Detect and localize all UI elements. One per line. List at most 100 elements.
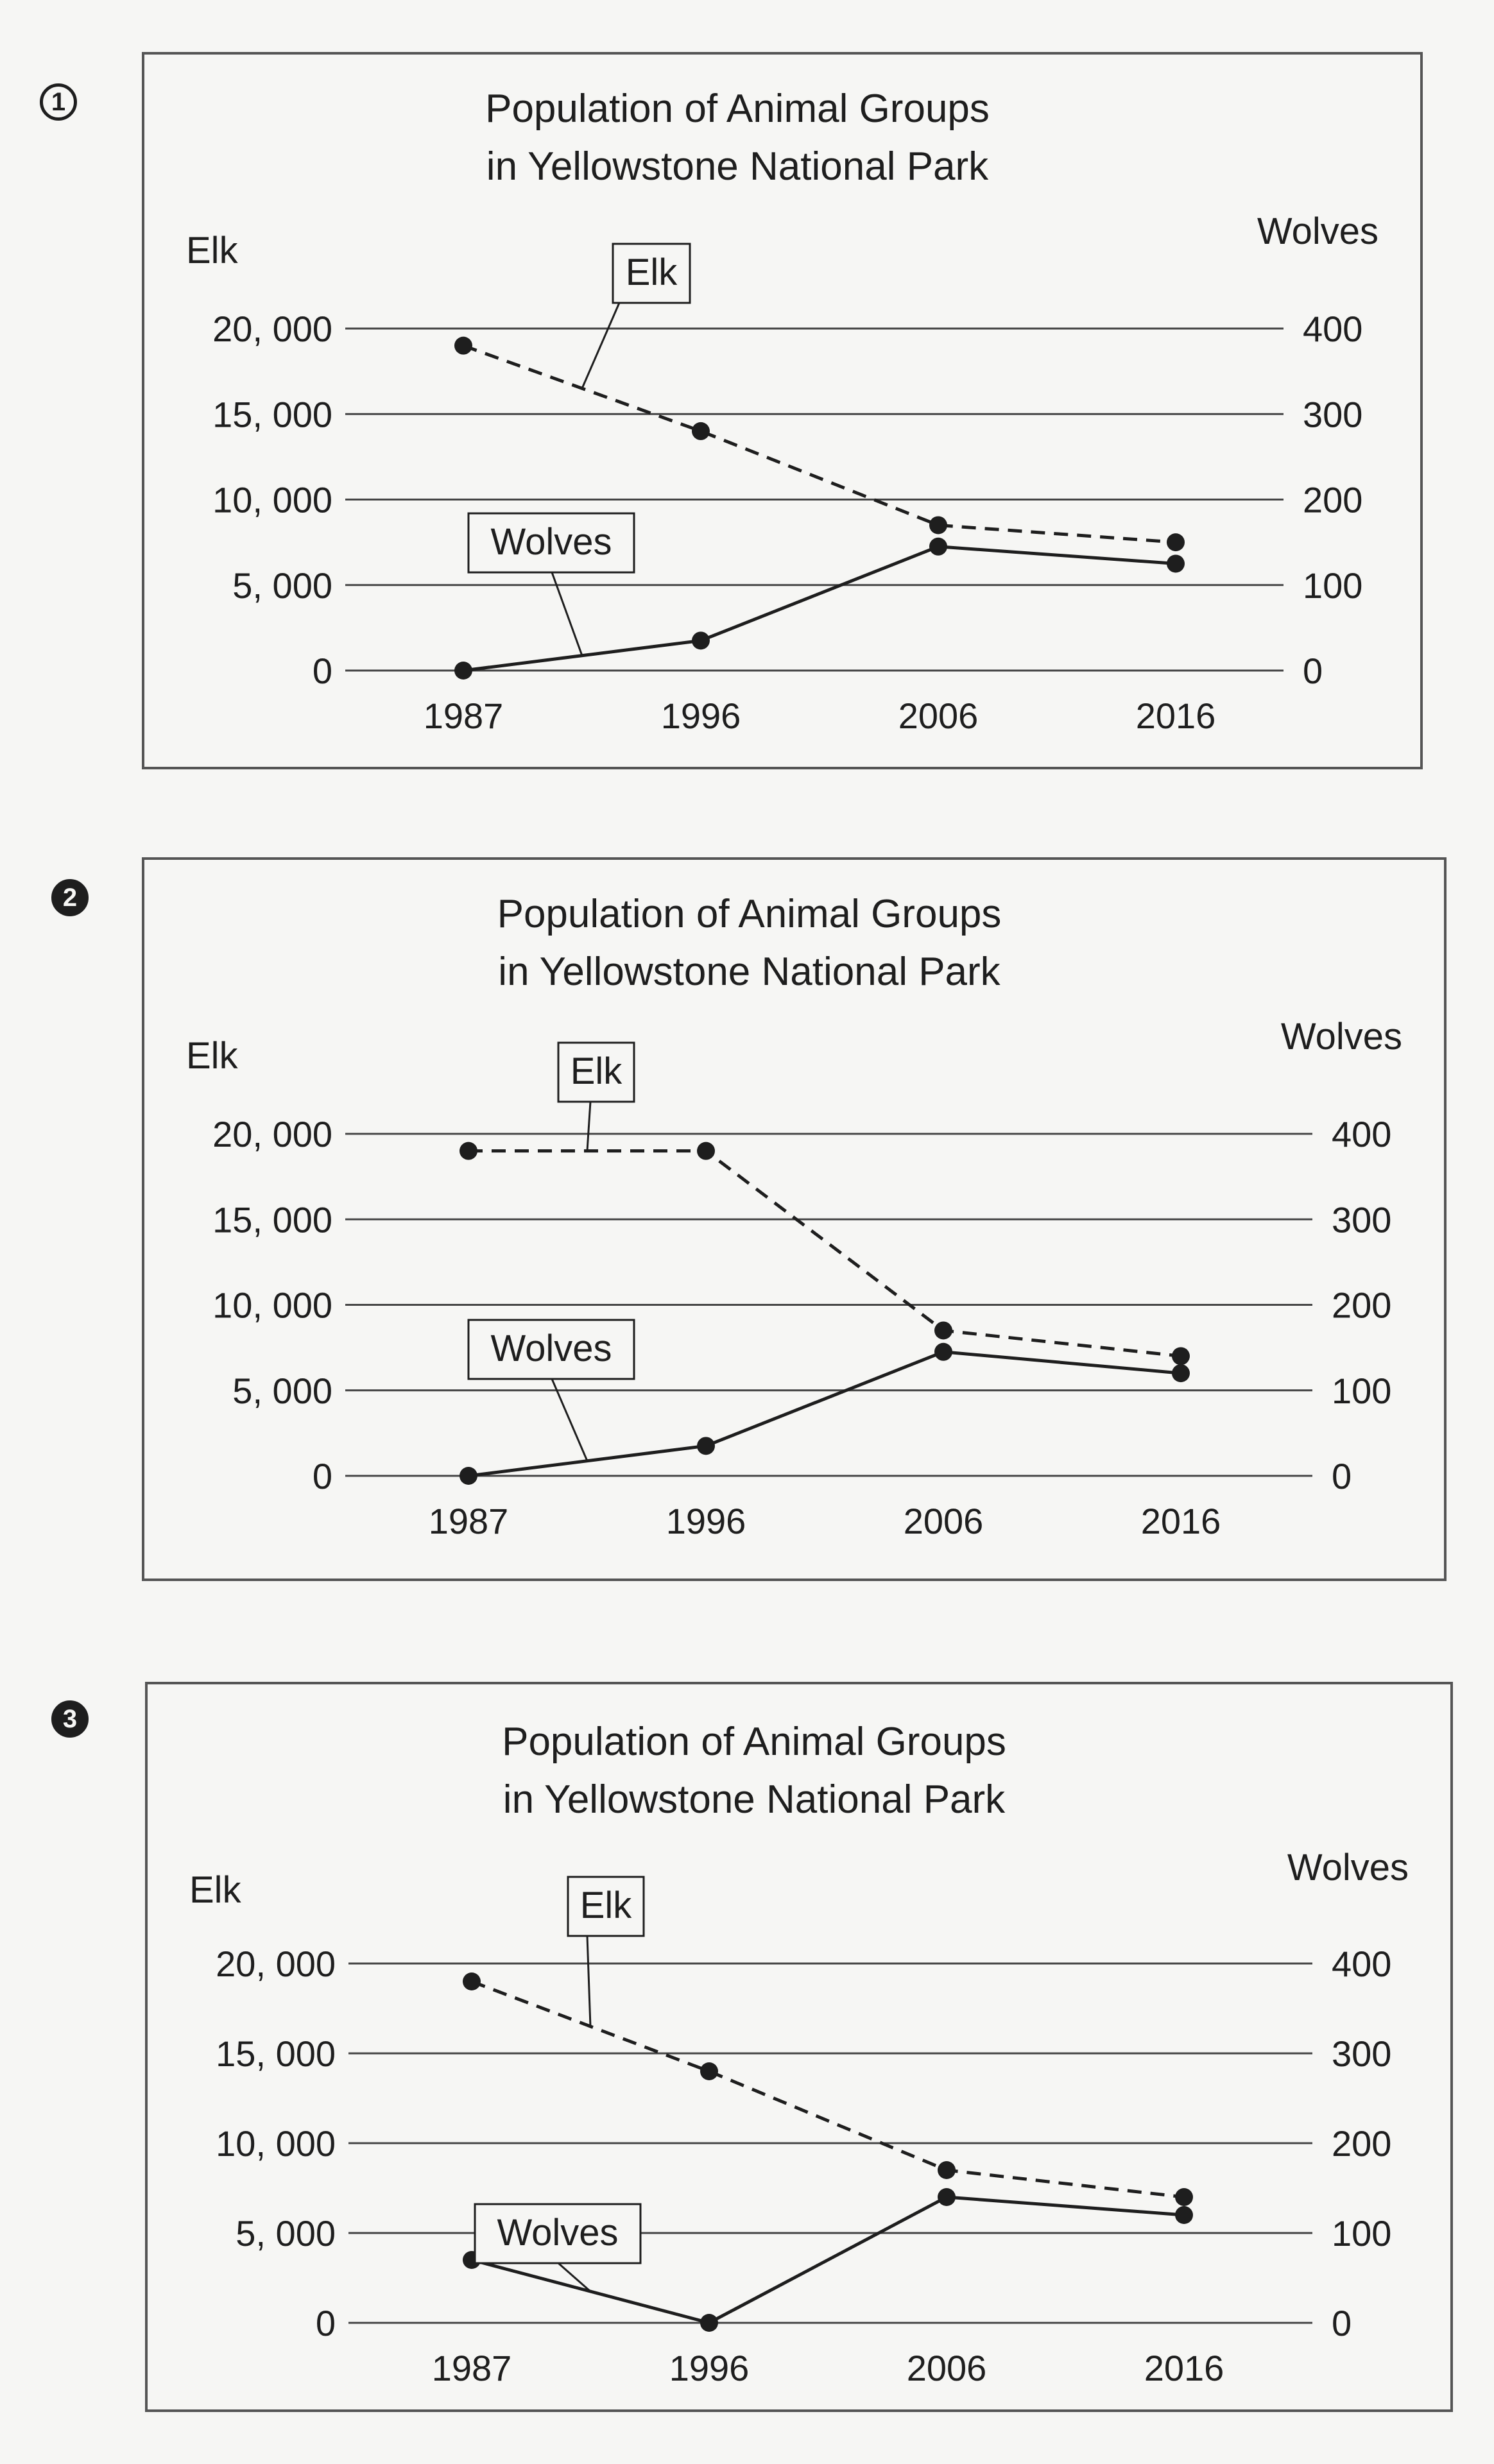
chart-frame	[142, 857, 1447, 1581]
elk-callout-box	[612, 243, 691, 304]
data-point-wolves	[459, 1467, 477, 1485]
x-tick-label: 1987	[424, 696, 504, 736]
x-tick-label: 2006	[904, 1501, 984, 1541]
data-point-elk	[1167, 533, 1185, 552]
question-number-1: 1	[40, 83, 77, 121]
data-point-wolves	[938, 2188, 956, 2206]
chart-3-content: Population of Animal Groups in Yellowston…	[145, 1682, 1453, 2412]
wolves-callout-label: Wolves	[497, 2212, 618, 2254]
right-tick-label: 300	[1332, 2033, 1391, 2074]
elk-leader-line	[586, 1935, 592, 2027]
data-point-wolves	[1172, 1364, 1190, 1383]
left-tick-label: 15, 000	[216, 2033, 336, 2074]
left-tick-label: 0	[316, 2303, 336, 2343]
data-point-elk	[697, 1142, 715, 1160]
left-axis-label: Elk	[186, 1035, 239, 1077]
x-tick-label: 1996	[661, 696, 741, 736]
data-point-wolves	[1175, 2206, 1193, 2224]
data-point-elk	[1172, 1347, 1190, 1365]
question-number-2: 2	[51, 879, 89, 916]
chart-panel-1: 1 Population of Animal Groups in Yellowst…	[0, 0, 1494, 809]
data-point-wolves	[700, 2314, 718, 2332]
x-tick-label: 1987	[432, 2348, 512, 2388]
right-axis-label: Wolves	[1257, 210, 1378, 252]
left-axis-label: Elk	[186, 230, 239, 271]
chart-title-line-1: Population of Animal Groups	[502, 1720, 1006, 1764]
x-tick-label: 1996	[669, 2348, 750, 2388]
right-tick-label: 0	[1332, 1456, 1352, 1496]
x-tick-label: 2016	[1136, 696, 1216, 736]
data-point-elk	[692, 422, 710, 440]
data-point-wolves	[929, 537, 947, 556]
left-tick-label: 0	[313, 1456, 332, 1496]
right-tick-label: 300	[1332, 1199, 1391, 1240]
data-point-elk	[938, 2161, 956, 2179]
wolves-callout-label: Wolves	[490, 1328, 612, 1369]
chart-panel-2: 2 Population of Animal Groups in Yellowst…	[0, 809, 1494, 1636]
right-tick-label: 400	[1303, 309, 1362, 349]
chart-1-content: Population of Animal Groups in Yellowston…	[142, 52, 1423, 769]
elk-leader-line	[581, 302, 621, 389]
chart-title-line-2: in Yellowstone National Park	[498, 950, 1000, 994]
chart-frame	[142, 52, 1423, 769]
wolves-callout-box	[474, 2203, 642, 2264]
elk-leader-line	[586, 1101, 592, 1151]
x-tick-label: 2016	[1141, 1501, 1221, 1541]
left-tick-label: 5, 000	[232, 565, 332, 606]
data-point-wolves	[1167, 554, 1185, 573]
chart-frame	[145, 1682, 1453, 2412]
chart-3: Population of Animal Groups in Yellowston…	[145, 1682, 1453, 2412]
wolves-leader-line	[551, 572, 583, 656]
chart-panel-3: 3 Population of Animal Groups in Yellowst…	[0, 1636, 1494, 2464]
chart-title-line-2: in Yellowstone National Park	[486, 144, 989, 189]
left-tick-label: 10, 000	[216, 2123, 336, 2164]
left-tick-label: 20, 000	[216, 1944, 336, 1984]
data-point-elk	[700, 2062, 718, 2080]
right-axis-label: Wolves	[1281, 1016, 1402, 1057]
wolves-callout-label: Wolves	[490, 521, 612, 563]
right-tick-label: 0	[1303, 651, 1323, 691]
left-axis-label: Elk	[189, 1869, 242, 1911]
data-point-wolves	[454, 662, 472, 680]
chart-2: Population of Animal Groups in Yellowston…	[142, 857, 1447, 1581]
data-point-elk	[459, 1142, 477, 1160]
data-point-elk	[929, 516, 947, 535]
right-tick-label: 300	[1303, 394, 1362, 434]
left-tick-label: 20, 000	[212, 1114, 332, 1154]
elk-callout-label: Elk	[580, 1885, 633, 1926]
left-tick-label: 5, 000	[236, 2213, 336, 2254]
data-point-wolves	[697, 1437, 715, 1455]
right-tick-label: 100	[1332, 1371, 1391, 1411]
data-point-elk	[1175, 2188, 1193, 2206]
data-point-elk	[463, 1972, 481, 1990]
wolves-callout-box	[467, 512, 635, 574]
question-number-3: 3	[51, 1700, 89, 1738]
right-tick-label: 100	[1332, 2213, 1391, 2254]
x-tick-label: 2016	[1144, 2348, 1224, 2388]
chart-1: Population of Animal Groups in Yellowston…	[142, 52, 1423, 769]
data-point-elk	[934, 1321, 952, 1340]
left-tick-label: 10, 000	[212, 480, 332, 520]
wolves-callout-box	[467, 1319, 635, 1380]
data-point-wolves	[934, 1342, 952, 1361]
right-tick-label: 200	[1332, 1285, 1391, 1326]
right-tick-label: 200	[1303, 480, 1362, 520]
left-tick-label: 20, 000	[212, 309, 332, 349]
x-tick-label: 2006	[898, 696, 979, 736]
wolves-leader-line	[558, 2262, 591, 2293]
left-tick-label: 5, 000	[232, 1371, 332, 1411]
chart-title-line-1: Population of Animal Groups	[497, 892, 1002, 936]
right-tick-label: 400	[1332, 1114, 1391, 1154]
elk-callout-box	[557, 1041, 635, 1103]
left-tick-label: 10, 000	[212, 1285, 332, 1326]
right-tick-label: 200	[1332, 2123, 1391, 2164]
elk-callout-label: Elk	[571, 1050, 623, 1092]
chart-2-content: Population of Animal Groups in Yellowston…	[142, 857, 1447, 1581]
x-tick-label: 2006	[907, 2348, 987, 2388]
chart-title-line-2: in Yellowstone National Park	[503, 1777, 1006, 1822]
wolves-leader-line	[551, 1378, 588, 1462]
series-line-elk	[468, 1149, 1181, 1358]
x-tick-label: 1987	[429, 1501, 509, 1541]
right-tick-label: 400	[1332, 1944, 1391, 1984]
chart-title-line-1: Population of Animal Groups	[485, 87, 990, 131]
